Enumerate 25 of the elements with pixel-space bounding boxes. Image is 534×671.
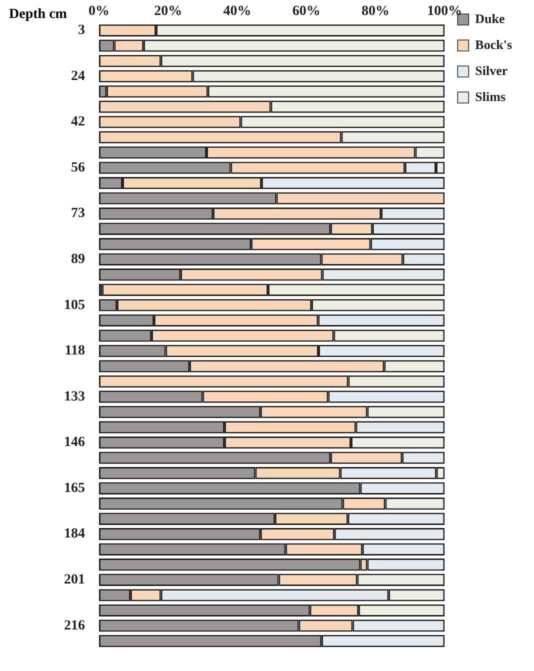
y-tick-label: 184 — [64, 526, 85, 542]
x-tick-label: 40% — [223, 4, 252, 20]
y-tick-label: 56 — [71, 160, 85, 176]
y-tick-label: 133 — [64, 389, 85, 404]
x-tick-label: 60% — [292, 4, 320, 20]
legend-label: Duke — [475, 10, 506, 26]
y-tick-label: 118 — [64, 344, 85, 359]
legend-label: Silver — [475, 62, 508, 78]
y-tick-label: 89 — [71, 252, 85, 267]
y-tick-label: 3 — [78, 23, 85, 38]
y-tick-label: 201 — [64, 572, 85, 588]
y-tick-label: 165 — [64, 480, 85, 496]
x-tick-label: 0% — [88, 4, 110, 20]
y-tick-label: 73 — [71, 206, 85, 222]
legend-label: Bock's — [475, 36, 512, 52]
y-tick-label: 24 — [71, 68, 85, 84]
y-tick-label: 216 — [64, 618, 85, 634]
legend-label: Slims — [475, 88, 506, 104]
y-axis-title: Depth cm — [8, 7, 68, 22]
x-tick-label: 20% — [154, 4, 182, 20]
x-tick-label: 80% — [362, 4, 390, 20]
y-tick-label: 146 — [64, 435, 85, 450]
x-tick-label: 100% — [427, 4, 462, 20]
y-tick-label: 105 — [64, 298, 85, 313]
y-tick-label: 42 — [71, 114, 85, 130]
